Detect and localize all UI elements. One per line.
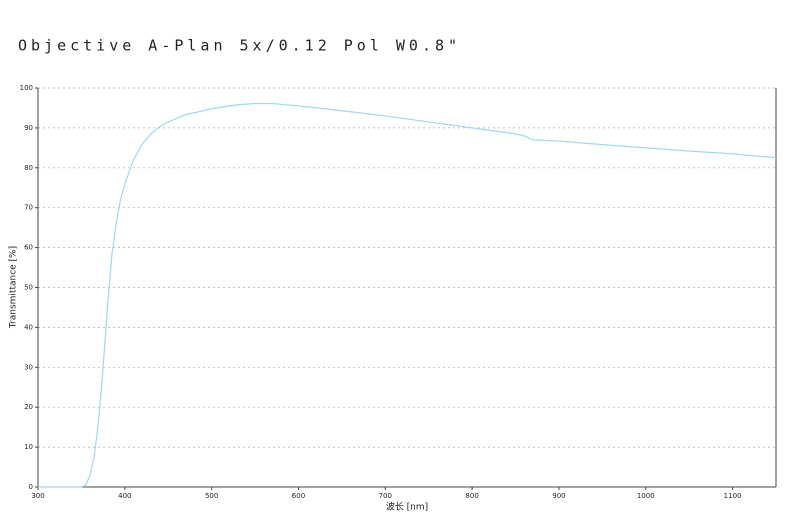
x-tick-label: 800 bbox=[465, 492, 478, 500]
y-tick-label: 90 bbox=[24, 124, 33, 132]
chart-title: Objective A-Plan 5x/0.12 Pol W0.8" bbox=[18, 37, 461, 55]
x-tick-label: 500 bbox=[205, 492, 218, 500]
data-line bbox=[38, 102, 777, 488]
y-tick-label: 40 bbox=[24, 323, 33, 331]
y-tick-label: 60 bbox=[24, 244, 33, 252]
x-tick-label: 600 bbox=[292, 492, 305, 500]
y-tick-label: 80 bbox=[24, 164, 33, 172]
x-tick-label: 900 bbox=[552, 492, 565, 500]
x-tick-label: 1100 bbox=[724, 492, 742, 500]
y-tick-label: 70 bbox=[24, 204, 33, 212]
y-tick-label: 10 bbox=[24, 443, 33, 451]
x-tick-label: 300 bbox=[31, 492, 44, 500]
y-tick-label: 0 bbox=[29, 483, 33, 491]
y-tick-label: 30 bbox=[24, 363, 33, 371]
y-axis-label: Transmittance [%] bbox=[9, 246, 19, 329]
x-tick-label: 700 bbox=[379, 492, 392, 500]
y-tick-label: 100 bbox=[20, 84, 33, 92]
y-tick-label: 20 bbox=[24, 403, 33, 411]
x-tick-label: 1000 bbox=[637, 492, 655, 500]
y-tick-label: 50 bbox=[24, 284, 33, 292]
x-axis-label: 波长 [nm] bbox=[386, 501, 428, 513]
x-tick-label: 400 bbox=[118, 492, 131, 500]
